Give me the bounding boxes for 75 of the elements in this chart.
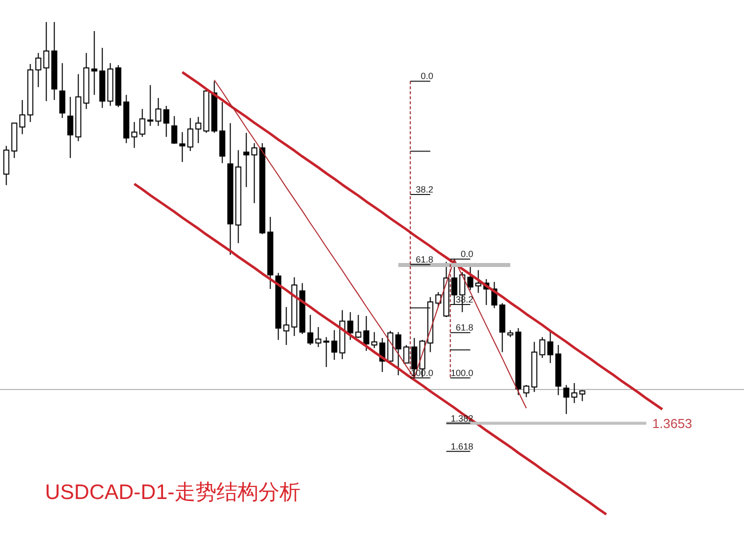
candlestick	[123, 94, 130, 144]
annotation: 100.0	[450, 368, 474, 378]
candlestick	[347, 312, 354, 340]
candlestick	[115, 64, 122, 108]
candlestick	[563, 384, 570, 414]
candlestick	[275, 272, 282, 340]
candlestick	[371, 332, 378, 349]
candlestick	[523, 384, 530, 398]
candlestick	[59, 62, 66, 119]
candlestick	[163, 105, 170, 138]
text: USDCAD-D1-走势结构分析	[45, 481, 301, 504]
candlestick	[67, 96, 74, 159]
candlestick	[323, 336, 330, 368]
candlestick	[27, 63, 34, 122]
candlestick	[427, 296, 434, 353]
candlestick	[555, 344, 562, 396]
candlestick	[395, 332, 402, 376]
candlestick	[315, 326, 322, 348]
candlestick	[507, 330, 514, 338]
candlestick	[451, 258, 458, 306]
candlestick	[91, 30, 98, 96]
candlestick	[579, 390, 586, 402]
candlestick	[19, 100, 26, 135]
annotation: 0.0	[420, 71, 434, 82]
candlestick	[443, 261, 450, 318]
annotation: 61.8	[456, 322, 474, 333]
candlestick	[267, 216, 274, 290]
candlestick	[75, 74, 82, 142]
candlestick	[515, 328, 522, 396]
candlestick	[139, 108, 146, 138]
candlestick	[227, 122, 234, 256]
candlestick	[171, 116, 178, 144]
candlestick	[51, 22, 58, 101]
candlestick	[211, 80, 218, 134]
candlestick	[11, 122, 18, 159]
candlestick	[339, 310, 346, 360]
candlestick	[179, 132, 186, 162]
candlestick	[539, 336, 546, 358]
candlestick	[355, 314, 362, 338]
candlestick	[43, 22, 50, 102]
candlestick	[547, 330, 554, 364]
candlestick	[251, 142, 258, 204]
candlestick	[187, 118, 194, 152]
candlestick	[363, 316, 370, 352]
candlestick	[203, 89, 210, 134]
candlestick	[531, 341, 538, 393]
candlestick	[131, 121, 138, 148]
candlestick	[299, 282, 306, 335]
candlestick	[99, 47, 106, 108]
candlestick	[475, 270, 482, 294]
candlestick	[235, 150, 242, 244]
candlestick	[3, 145, 10, 186]
annotation: 61.8	[416, 254, 434, 265]
candlestick	[387, 330, 394, 364]
annotation: 0.0	[460, 249, 474, 260]
candlestick	[467, 264, 474, 291]
candlestick	[147, 84, 154, 126]
candlestick	[403, 344, 410, 364]
candlestick	[499, 302, 506, 353]
candlestick	[307, 314, 314, 346]
candlestick	[259, 142, 266, 235]
candlestick	[35, 52, 42, 88]
candlestick	[291, 276, 298, 336]
candlestick	[283, 306, 290, 346]
annotation: 38.2	[416, 184, 434, 195]
candlestick	[107, 62, 114, 106]
text: 1.3653	[652, 416, 692, 431]
candlestick	[243, 132, 250, 188]
candlestick	[331, 330, 338, 360]
candlestick	[155, 98, 162, 126]
candlestick	[83, 52, 90, 110]
candlestick	[571, 382, 578, 404]
candlestick	[219, 101, 226, 164]
candlestick	[195, 116, 202, 144]
text: 1.618	[450, 441, 474, 452]
